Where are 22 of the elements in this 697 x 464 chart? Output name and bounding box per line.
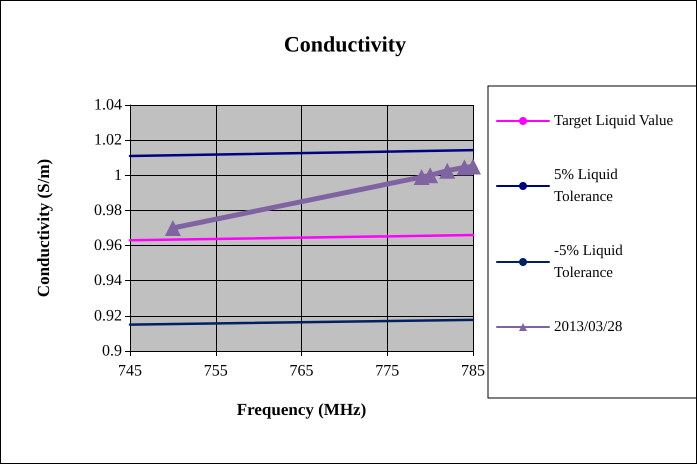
y-tick-label: 1.02 — [94, 132, 122, 149]
y-axis-title: Conductivity (S/m) — [34, 158, 53, 298]
y-tick-label: 1.04 — [94, 96, 122, 114]
legend-label: -5% Liquid Tolerance — [554, 243, 626, 281]
y-tick-label: 0.9 — [102, 342, 122, 360]
x-tick-label: 765 — [290, 362, 314, 380]
y-tick-label: 0.94 — [94, 272, 122, 290]
x-tick-label: 785 — [461, 362, 485, 380]
point — [164, 220, 181, 236]
y-tick-label: 0.98 — [94, 202, 122, 219]
y-tick-label: 1 — [114, 166, 122, 184]
x-tick-label: 775 — [375, 362, 400, 380]
chart-title: Conductivity — [284, 32, 406, 56]
legend-label: 2013/03/28 — [554, 319, 622, 335]
y-tick-label: 0.92 — [94, 307, 122, 324]
legend-label: Target Liquid Value — [554, 113, 674, 129]
x-tick-label: 755 — [204, 362, 228, 380]
x-axis-title: Frequency (MHz) — [236, 400, 366, 419]
y-tick-label: 0.96 — [94, 237, 122, 254]
x-tick-label: 745 — [118, 362, 142, 380]
legend-label: 5% Liquid Tolerance — [554, 167, 622, 205]
point — [439, 162, 456, 179]
